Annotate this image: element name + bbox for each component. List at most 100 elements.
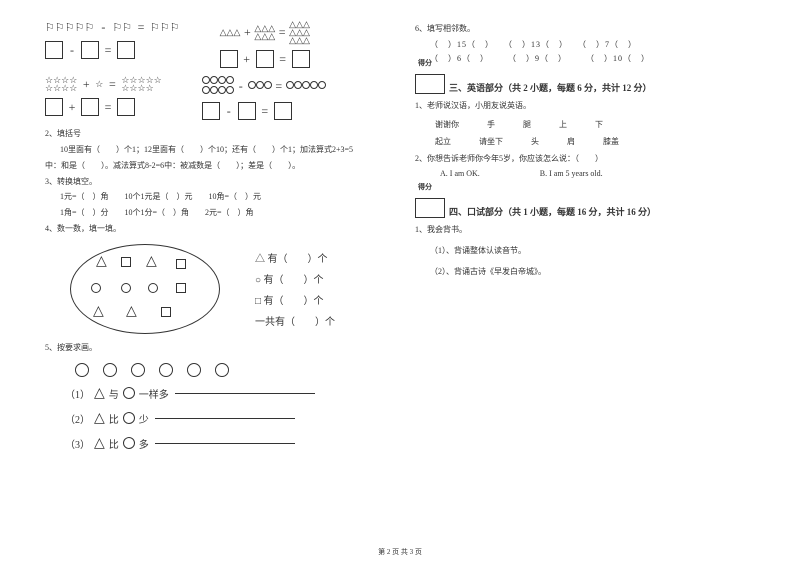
circle-icon (75, 363, 89, 377)
answer-line (175, 393, 315, 394)
section-3-title: 三、英语部分（共 2 小题，每题 6 分，共计 12 分） (449, 81, 652, 94)
circle-problem: - = - = (202, 76, 326, 120)
answer-box (202, 102, 220, 120)
words-row-1: 谢谢你 手 腿 上 下 (435, 119, 735, 130)
comp-suffix: 多 (139, 436, 149, 451)
answer-box (117, 98, 135, 116)
comp-suffix: 少 (139, 411, 149, 426)
stars-group: ☆☆☆☆☆☆☆☆☆ (121, 76, 161, 92)
left-column: ⚐⚐⚐⚐⚐ - ⚐⚐ = ⚐⚐⚐ - = △△△ + (45, 20, 395, 460)
circle-icon (123, 387, 135, 399)
circle-icon (123, 437, 135, 449)
words-row-2: 起立 请坐下 头 肩 膝盖 (435, 136, 735, 147)
comparison-3: （3） △ 比 多 (65, 435, 395, 452)
minus-op: - (236, 79, 246, 94)
section-3-header: 得分 三、英语部分（共 2 小题，每题 6 分，共计 12 分） (415, 74, 735, 94)
comp-suffix: 一样多 (139, 386, 169, 401)
answer-line (155, 443, 295, 444)
triangle-icon: △ (93, 303, 104, 320)
q2-title: 2、填括号 (45, 128, 395, 141)
legend-total: 一共有（ ）个 (255, 313, 335, 328)
circle-icon (91, 283, 101, 293)
equals-op: = (107, 79, 117, 90)
answer-box (274, 102, 292, 120)
triangle-icon: △ (146, 253, 157, 270)
flags-group: ⚐⚐⚐⚐⚐ (45, 21, 94, 34)
answer-box (256, 50, 274, 68)
oval-shape: △ △ △ △ (70, 244, 220, 334)
visual-problems-row-2: ☆☆☆☆☆☆☆☆ + ☆ = ☆☆☆☆☆☆☆☆☆ + = (45, 76, 395, 120)
oval-diagram-container: △ △ △ △ △ 有（ ）个 ○ 有（ ）个 □ 有（ ）个 一共有（ ）个 (45, 244, 395, 334)
word: 谢谢你 (435, 119, 459, 130)
plus-op: + (81, 79, 91, 90)
minus-op: - (98, 20, 108, 35)
equals-op: = (277, 25, 287, 40)
circle-icon (121, 283, 131, 293)
circles-group (286, 81, 326, 91)
equals-op: = (278, 52, 288, 67)
comp-text: 与 (109, 386, 119, 401)
q5-title: 5、按要求画。 (45, 342, 395, 355)
english-options: A. I am OK. B. I am 5 years old. (440, 169, 735, 178)
triangles-group: △△△△△△ (254, 24, 275, 40)
triangle-problem: △△△ + △△△△△△ = △△△△△△△△△ + = (220, 20, 310, 68)
right-column: 6、填写相邻数。 （ ）15（ ） （ ）13（ ） （ ）7（ ） （ ）6（… (415, 20, 735, 460)
score-box: 得分 (415, 74, 445, 94)
word: 膝盖 (603, 136, 619, 147)
square-icon (121, 257, 131, 267)
equals-op: = (136, 20, 146, 35)
word: 下 (595, 119, 603, 130)
word: 手 (487, 119, 495, 130)
word: 起立 (435, 136, 451, 147)
q2-line1: 10里面有（ ）个1；12里面有（ ）个10；还有（ ）个1；加法算式2+3=5 (45, 144, 395, 157)
triangle-icon: △ (94, 385, 105, 402)
q3-line2: 1角=（ ）分 10个1分=（ ）角 2元=（ ）角 (45, 207, 395, 220)
triangles-group: △△△△△△△△△ (289, 20, 310, 44)
score-label: 得分 (418, 59, 432, 67)
s4-sub1: （1）、背诵整体认读音节。 (415, 245, 735, 258)
answer-box (238, 102, 256, 120)
q4-title: 4、数一数，填一填。 (45, 223, 395, 236)
word: 上 (559, 119, 567, 130)
square-icon (176, 259, 186, 269)
triangles-group: △△△ (220, 27, 241, 38)
option-b: B. I am 5 years old. (540, 169, 603, 178)
circle-icon (159, 363, 173, 377)
answer-box (81, 41, 99, 59)
word: 请坐下 (479, 136, 503, 147)
stars-group: ☆ (95, 80, 103, 88)
comp-text: 比 (109, 436, 119, 451)
comp-label: （2） (65, 411, 90, 426)
circle-icon (187, 363, 201, 377)
square-icon (176, 283, 186, 293)
section-4-title: 四、口试部分（共 1 小题，每题 16 分，共计 16 分） (449, 205, 656, 218)
triangle-icon: △ (94, 410, 105, 427)
comparison-1: （1） △ 与 一样多 (65, 385, 395, 402)
answer-box (45, 41, 63, 59)
legend-sq: □ 有（ ）个 (255, 292, 324, 307)
triangle-icon: △ (94, 435, 105, 452)
flags-group: ⚐⚐ (112, 21, 132, 34)
plus-op: + (242, 52, 252, 67)
legend-tri: △ 有（ ）个 (255, 250, 328, 265)
minus-op: - (224, 104, 234, 119)
equals-op: = (103, 43, 113, 58)
page-footer: 第 2 页 共 3 页 (0, 547, 800, 557)
comp-text: 比 (109, 411, 119, 426)
triangle-icon: △ (126, 303, 137, 320)
flag-problem: ⚐⚐⚐⚐⚐ - ⚐⚐ = ⚐⚐⚐ - = (45, 20, 180, 59)
legend-circ: ○ 有（ ）个 (255, 271, 324, 286)
circle-icon (148, 283, 158, 293)
comp-label: （1） (65, 386, 90, 401)
answer-box (81, 98, 99, 116)
s4-q1: 1、我会背书。 (415, 224, 735, 237)
word: 头 (531, 136, 539, 147)
equals-op: = (103, 100, 113, 115)
plus-op: + (67, 100, 77, 115)
q6-title: 6、填写相邻数。 (415, 23, 735, 36)
answer-box (292, 50, 310, 68)
section-4-header: 得分 四、口试部分（共 1 小题，每题 16 分，共计 16 分） (415, 198, 735, 218)
circle-icon (123, 412, 135, 424)
s3-q1: 1、老师说汉语，小朋友说英语。 (415, 100, 735, 113)
shape-legend: △ 有（ ）个 ○ 有（ ）个 □ 有（ ）个 一共有（ ）个 (255, 244, 335, 334)
